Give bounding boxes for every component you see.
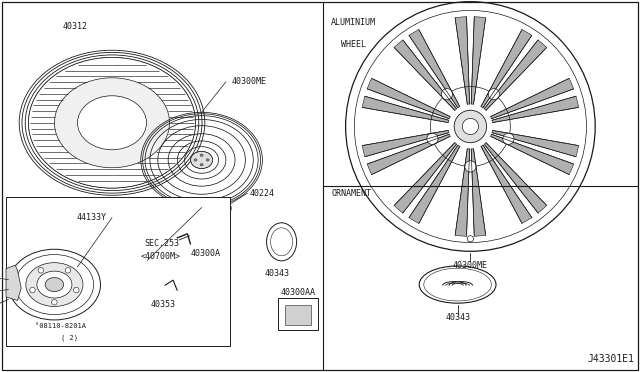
Circle shape: [462, 118, 479, 135]
Text: 44133Y: 44133Y: [77, 213, 107, 222]
Polygon shape: [471, 17, 486, 104]
Text: 40343: 40343: [445, 313, 470, 322]
Ellipse shape: [191, 151, 212, 169]
Polygon shape: [362, 96, 449, 123]
Text: °08110-8201A: °08110-8201A: [35, 323, 86, 328]
Ellipse shape: [419, 266, 496, 303]
Text: 40343: 40343: [264, 269, 289, 278]
Circle shape: [427, 133, 438, 144]
Ellipse shape: [45, 278, 63, 292]
Polygon shape: [394, 40, 456, 110]
Polygon shape: [481, 145, 532, 224]
Text: 40312: 40312: [62, 22, 88, 31]
Circle shape: [454, 110, 486, 143]
Polygon shape: [394, 142, 456, 213]
Circle shape: [488, 89, 499, 100]
Polygon shape: [409, 29, 460, 108]
Polygon shape: [471, 149, 486, 236]
Polygon shape: [455, 149, 470, 236]
Polygon shape: [455, 17, 470, 104]
Polygon shape: [484, 142, 547, 213]
Text: 40224: 40224: [249, 189, 274, 198]
Text: ( 2): ( 2): [61, 334, 78, 341]
Ellipse shape: [8, 249, 100, 320]
Circle shape: [465, 161, 476, 172]
Circle shape: [74, 287, 79, 293]
Circle shape: [65, 267, 70, 273]
Ellipse shape: [267, 223, 296, 261]
Text: 40300A: 40300A: [191, 249, 220, 258]
Polygon shape: [492, 96, 579, 123]
Polygon shape: [491, 78, 573, 119]
Polygon shape: [481, 29, 532, 108]
Text: J43301E1: J43301E1: [587, 354, 634, 364]
FancyBboxPatch shape: [278, 298, 318, 330]
Ellipse shape: [29, 57, 196, 188]
Circle shape: [503, 133, 514, 144]
Ellipse shape: [223, 203, 231, 214]
Circle shape: [29, 287, 35, 293]
Ellipse shape: [77, 96, 147, 150]
Ellipse shape: [26, 263, 83, 307]
Polygon shape: [491, 134, 573, 174]
Text: 40353: 40353: [150, 300, 175, 309]
Ellipse shape: [200, 154, 203, 156]
Bar: [6, 197, 230, 346]
Text: <40700M>: <40700M>: [141, 252, 181, 261]
Text: SEC.253: SEC.253: [144, 239, 179, 248]
Bar: [285, 305, 311, 325]
Text: 40300AA: 40300AA: [280, 288, 316, 297]
Circle shape: [346, 2, 595, 251]
Ellipse shape: [194, 159, 197, 161]
Polygon shape: [409, 145, 460, 224]
Polygon shape: [6, 265, 21, 301]
Ellipse shape: [200, 164, 203, 166]
Text: ORNAMENT: ORNAMENT: [332, 189, 371, 198]
Polygon shape: [367, 78, 450, 119]
Circle shape: [52, 299, 57, 305]
Ellipse shape: [206, 159, 209, 161]
Polygon shape: [492, 130, 579, 157]
Text: ALUMINIUM: ALUMINIUM: [332, 18, 376, 27]
Text: 40300ME: 40300ME: [453, 261, 488, 270]
Ellipse shape: [37, 271, 72, 298]
Text: 40300ME: 40300ME: [232, 77, 267, 86]
Circle shape: [38, 267, 44, 273]
Text: WHEEL: WHEEL: [341, 40, 366, 49]
Ellipse shape: [54, 78, 170, 168]
Polygon shape: [367, 134, 450, 174]
Circle shape: [442, 89, 452, 100]
Polygon shape: [362, 130, 449, 157]
Polygon shape: [484, 40, 547, 110]
